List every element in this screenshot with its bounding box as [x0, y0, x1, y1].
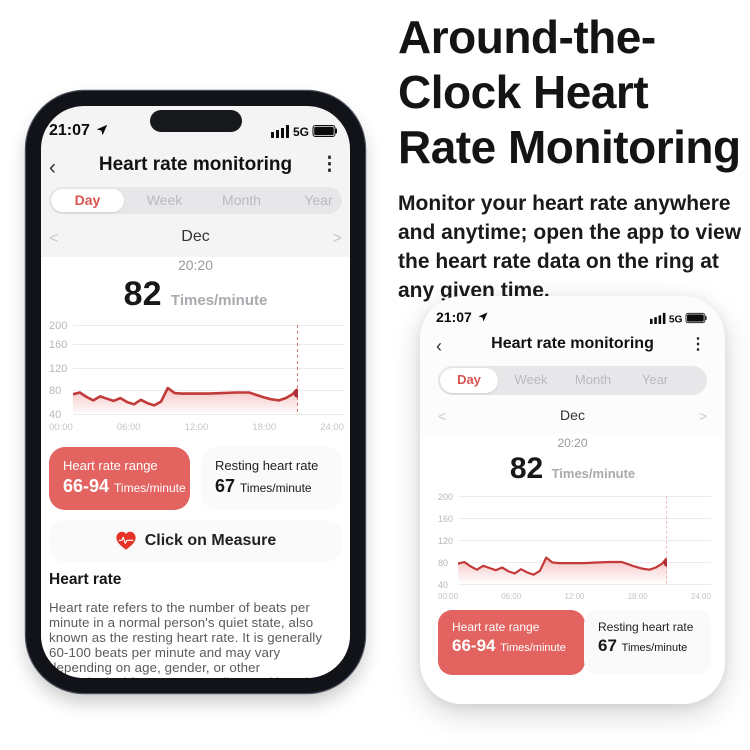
- svg-text:5G: 5G: [293, 125, 309, 138]
- svg-text:5G: 5G: [669, 314, 683, 324]
